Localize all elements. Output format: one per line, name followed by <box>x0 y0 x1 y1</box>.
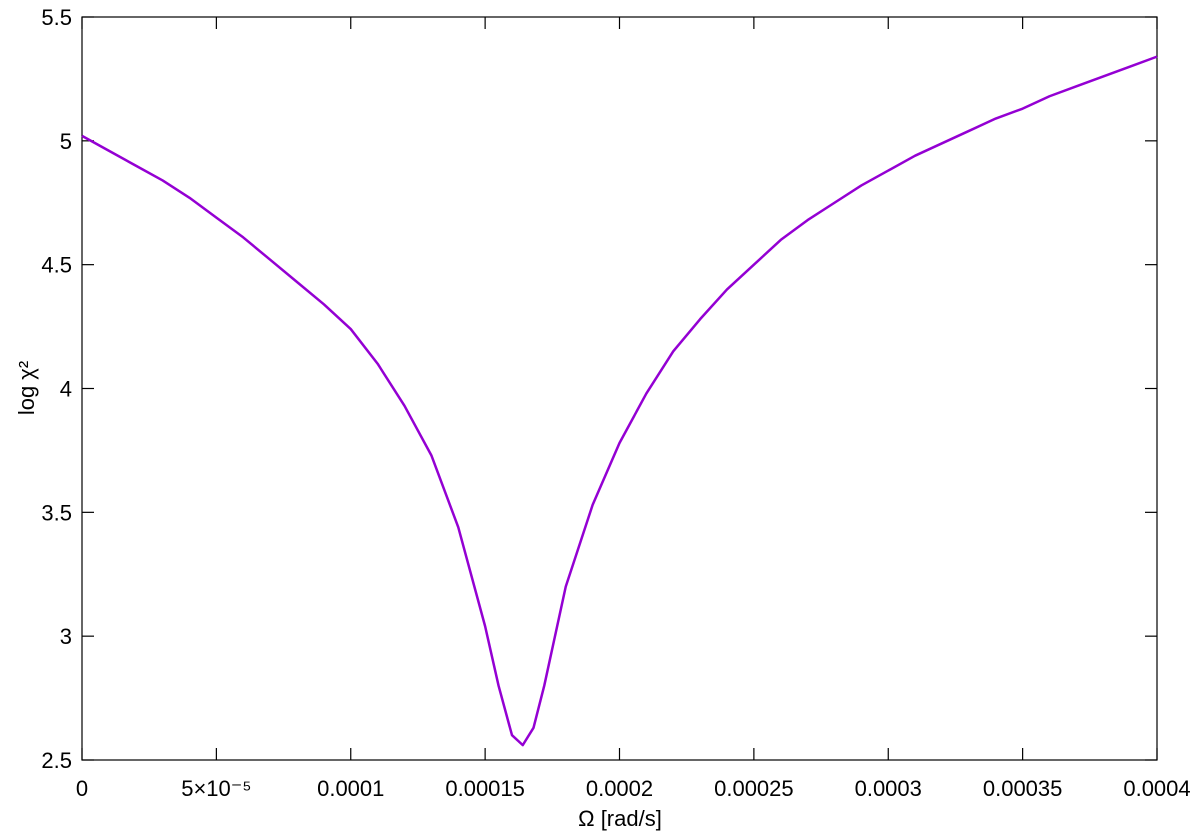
x-tick-label: 0.0003 <box>855 776 922 801</box>
x-tick-label: 5×10⁻⁵ <box>181 776 251 801</box>
y-tick-label: 3 <box>60 624 72 649</box>
x-tick-label: 0.0001 <box>317 776 384 801</box>
y-tick-label: 2.5 <box>41 748 72 773</box>
y-tick-label: 5.5 <box>41 5 72 30</box>
y-axis-label: log χ² <box>14 361 39 415</box>
y-tick-label: 3.5 <box>41 500 72 525</box>
x-tick-label: 0.00035 <box>983 776 1063 801</box>
x-tick-label: 0.00025 <box>714 776 794 801</box>
x-tick-label: 0.0004 <box>1123 776 1190 801</box>
y-tick-label: 5 <box>60 129 72 154</box>
x-tick-label: 0 <box>76 776 88 801</box>
x-tick-label: 0.0002 <box>586 776 653 801</box>
x-axis-label: Ω [rad/s] <box>578 806 662 831</box>
y-tick-label: 4.5 <box>41 253 72 278</box>
x-tick-label: 0.00015 <box>445 776 525 801</box>
y-tick-label: 4 <box>60 377 72 402</box>
data-line <box>81 55 1158 747</box>
plot-frame <box>81 16 1158 761</box>
